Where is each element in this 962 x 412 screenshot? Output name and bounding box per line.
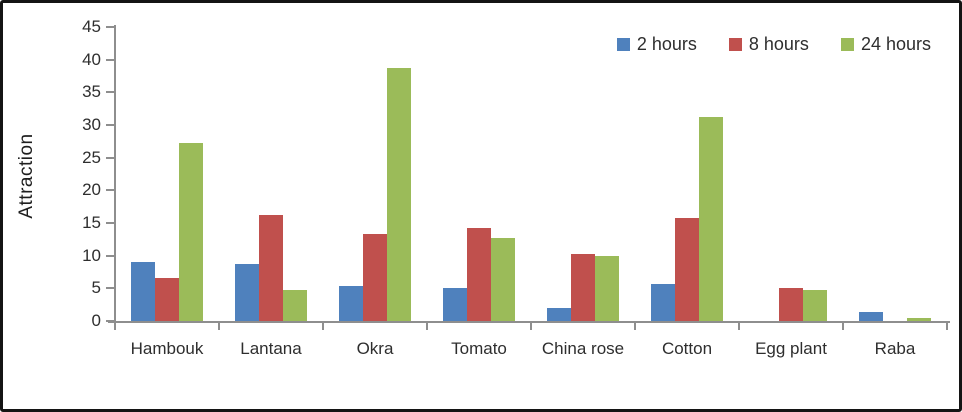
- y-tick-label: 15: [82, 213, 101, 232]
- y-tick-mark: [106, 91, 114, 94]
- legend-swatch-2-hours: [616, 38, 630, 51]
- y-axis-title: Attraction: [16, 133, 37, 219]
- bar-24-hours-Okra: [387, 67, 411, 321]
- category-label: Tomato: [451, 339, 507, 358]
- x-tick-mark: [530, 323, 532, 330]
- legend-label: 8 hours: [748, 34, 809, 54]
- bar-8-hours-Hambouk: [155, 277, 179, 321]
- category-label: Lantana: [240, 339, 302, 358]
- bar-2-hours-Cotton: [651, 283, 675, 321]
- legend-item: 8 hours: [728, 34, 809, 55]
- category-label: Okra: [356, 339, 394, 358]
- bar-2-hours-Raba: [859, 311, 883, 321]
- bar-8-hours-Tomato: [467, 227, 491, 321]
- category-label: Egg plant: [755, 339, 827, 358]
- category-label: Hambouk: [130, 339, 204, 358]
- legend-label: 2 hours: [636, 34, 697, 54]
- legend: 2 hours 8 hours 24 hours: [616, 34, 931, 55]
- y-tick-mark: [106, 287, 114, 290]
- y-tick-label: 5: [91, 278, 101, 298]
- bar-24-hours-Lantana: [283, 289, 307, 321]
- y-tick-mark: [106, 156, 114, 159]
- y-tick-label: 35: [82, 82, 101, 102]
- y-tick-label: 0: [91, 311, 101, 330]
- y-tick-label: 40: [82, 49, 101, 69]
- x-tick-mark: [738, 323, 740, 330]
- plot-area: [115, 27, 947, 321]
- y-tick-label: 25: [82, 147, 101, 167]
- bar-8-hours-China-rose: [571, 253, 595, 321]
- bar-2-hours-Lantana: [235, 264, 259, 321]
- y-tick-mark: [106, 222, 114, 224]
- y-tick-mark: [106, 254, 114, 257]
- bar-2-hours-Hambouk: [131, 262, 155, 321]
- bar-8-hours-Okra: [363, 234, 387, 321]
- y-tick-mark: [106, 124, 114, 126]
- y-tick-label: 30: [82, 115, 101, 134]
- y-tick-mark: [106, 58, 114, 61]
- y-tick-mark: [106, 189, 114, 192]
- y-axis-line: [114, 25, 116, 321]
- x-tick-mark: [218, 323, 220, 330]
- bar-8-hours-Lantana: [259, 214, 283, 321]
- category-label: China rose: [541, 339, 625, 358]
- y-tick-mark: [106, 26, 114, 28]
- bar-2-hours-Tomato: [443, 288, 467, 321]
- legend-swatch-24-hours: [840, 38, 854, 51]
- bar-8-hours-Cotton: [675, 218, 699, 321]
- legend-item: 2 hours: [616, 34, 697, 55]
- y-tick-label: 45: [82, 17, 101, 36]
- x-axis-line: [108, 321, 950, 323]
- bar-2-hours-China-rose: [547, 307, 571, 321]
- bar-24-hours-Hambouk: [179, 142, 203, 321]
- x-tick-mark: [634, 323, 636, 330]
- x-tick-mark: [322, 323, 324, 330]
- bar-2-hours-Okra: [339, 286, 363, 321]
- bar-24-hours-Raba: [907, 318, 931, 321]
- y-tick-label: 10: [82, 245, 101, 265]
- category-label: Cotton: [661, 339, 713, 358]
- y-tick-mark: [106, 320, 114, 322]
- y-tick-label: 20: [82, 180, 101, 200]
- bar-24-hours-China-rose: [595, 255, 619, 321]
- bar-24-hours-Egg-plant: [803, 290, 827, 321]
- legend-item: 24 hours: [840, 34, 931, 55]
- bar-24-hours-Tomato: [491, 238, 515, 321]
- legend-label: 24 hours: [860, 34, 931, 54]
- x-tick-mark: [842, 323, 844, 330]
- x-tick-mark: [946, 323, 948, 330]
- x-tick-mark: [114, 323, 116, 330]
- bar-24-hours-Cotton: [699, 116, 723, 321]
- x-tick-mark: [426, 323, 428, 330]
- bar-8-hours-Egg-plant: [779, 288, 803, 321]
- category-label: Raba: [874, 339, 916, 358]
- legend-swatch-8-hours: [728, 38, 742, 51]
